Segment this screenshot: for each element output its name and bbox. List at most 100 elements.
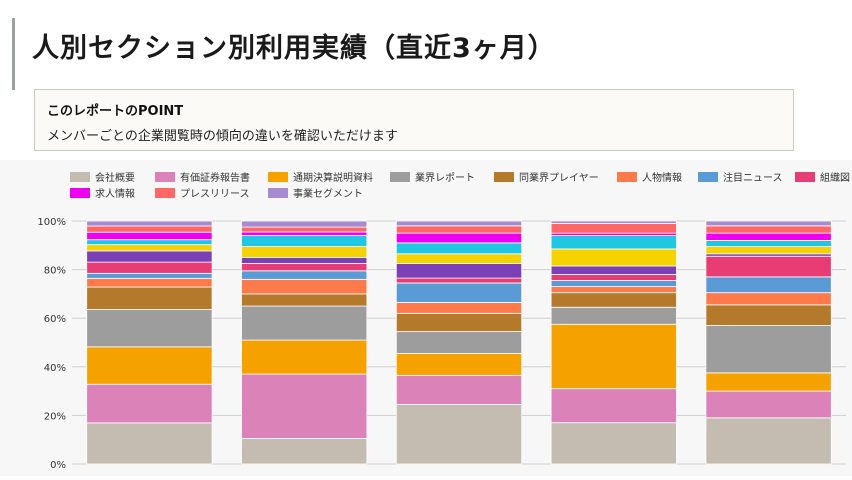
- y-tick-label: 40%: [44, 363, 66, 374]
- bar-segment: [395, 225, 523, 234]
- bar-segment: [86, 220, 213, 227]
- legend-label: 人物情報: [642, 171, 682, 184]
- bar-segment: [395, 331, 523, 354]
- point-heading: このレポートのPOINT: [47, 104, 184, 119]
- bar-segment: [395, 263, 523, 279]
- bar-segment: [86, 272, 213, 279]
- bar-segment: [550, 274, 677, 281]
- bar-segment: [86, 244, 213, 252]
- legend-label: 通期決算説明資料: [293, 171, 373, 184]
- bar-segment: [705, 372, 832, 392]
- bar-segment: [550, 292, 677, 308]
- bar-segment: [241, 231, 368, 236]
- bar-segment: [86, 231, 213, 241]
- bar-segment: [550, 265, 677, 275]
- legend-swatch: [795, 172, 815, 182]
- bar-segment: [241, 305, 368, 341]
- bar-segment: [395, 404, 523, 465]
- legend-swatch: [70, 172, 90, 182]
- bar-segment: [395, 282, 523, 303]
- bar-segment: [550, 280, 677, 288]
- legend-label: 同業界プレイヤー: [519, 171, 599, 184]
- chart-legend: 会社概要 有価証券報告書 通期決算説明資料 業界レポート 同業界プレイヤー 人物情報 注目ニ…: [70, 171, 850, 200]
- legend-swatch: [268, 188, 288, 198]
- y-tick-label: 100%: [37, 217, 66, 228]
- bar-segment: [241, 278, 368, 295]
- legend-label: 会社概要: [95, 171, 135, 184]
- bar-segment: [550, 223, 677, 234]
- bar-segment: [705, 220, 832, 227]
- bar-segment: [86, 309, 213, 348]
- bar-segment: [705, 255, 832, 278]
- bar-segment: [241, 220, 368, 228]
- bar-segment: [705, 246, 832, 255]
- legend-swatch: [155, 188, 175, 198]
- legend-swatch: [390, 172, 410, 182]
- legend-label: 組織図: [820, 171, 850, 184]
- bar-segment: [241, 373, 368, 439]
- bar-segment: [241, 263, 368, 272]
- bar-segment: [550, 323, 677, 390]
- bar-segment: [550, 388, 677, 424]
- y-axis: 0% 20% 40% 60% 80% 100%: [37, 217, 66, 471]
- legend-label: プレスリリース: [180, 188, 250, 200]
- y-tick-label: 0%: [50, 460, 66, 471]
- bar-segment: [86, 422, 213, 465]
- bar-segment: [395, 353, 523, 376]
- chart-bars: [86, 220, 832, 465]
- legend-swatch: [268, 172, 288, 182]
- bar-segment: [550, 220, 677, 224]
- bar-segment: [86, 250, 213, 263]
- bar-segment: [550, 306, 677, 325]
- title-accent-bar: [12, 18, 15, 90]
- bar-segment: [705, 304, 832, 326]
- bar-segment: [705, 240, 832, 247]
- bar-segment: [86, 346, 213, 385]
- bar-segment: [241, 270, 368, 280]
- bar-segment: [395, 374, 523, 405]
- bar-segment: [550, 422, 677, 465]
- legend-swatch: [155, 172, 175, 182]
- bar-segment: [86, 383, 213, 424]
- bar-segment: [86, 239, 213, 246]
- bar-segment: [395, 312, 523, 332]
- bar-segment: [550, 235, 677, 250]
- bar-segment: [395, 220, 523, 227]
- y-tick-label: 20%: [44, 411, 66, 422]
- bar-segment: [241, 339, 368, 375]
- legend-label: 業界レポート: [415, 171, 475, 184]
- legend-swatch: [698, 172, 718, 182]
- point-description: メンバーごとの企業閲覧時の傾向の違いを確認いただけます: [47, 129, 398, 144]
- legend-label: 注目ニュース: [723, 171, 783, 184]
- legend-label: 有価証券報告書: [180, 171, 250, 184]
- page-title: 人別セクション別利用実績（直近3ヶ月）: [32, 33, 556, 64]
- bar-segment: [241, 226, 368, 233]
- bar-segment: [395, 253, 523, 264]
- bar-segment: [395, 277, 523, 284]
- y-tick-label: 80%: [44, 266, 66, 277]
- bar-segment: [241, 438, 368, 465]
- point-box: このレポートのPOINT メンバーごとの企業閲覧時の傾向の違いを確認いただけます: [34, 89, 794, 151]
- bar-segment: [550, 286, 677, 294]
- bar-segment: [705, 276, 832, 294]
- chart-area: 会社概要 有価証券報告書 通期決算説明資料 業界レポート 同業界プレイヤー 人物情報 注目ニ…: [0, 160, 852, 476]
- bar-segment: [395, 302, 523, 314]
- legend-label: 求人情報: [95, 187, 135, 200]
- stacked-bar-chart: 会社概要 有価証券報告書 通期決算説明資料 業界レポート 同業界プレイヤー 人物情報 注目ニ…: [37, 171, 850, 471]
- legend-swatch: [70, 188, 90, 198]
- bar-segment: [86, 261, 213, 274]
- bar-segment: [86, 225, 213, 233]
- legend-swatch: [494, 172, 514, 182]
- bar-segment: [241, 246, 368, 258]
- bar-segment: [395, 242, 523, 255]
- legend-swatch: [617, 172, 637, 182]
- bar-segment: [705, 232, 832, 241]
- bar-segment: [705, 417, 832, 465]
- legend-label: 事業セグメント: [293, 187, 363, 200]
- bar-segment: [86, 277, 213, 288]
- bar-segment: [705, 325, 832, 374]
- bar-segment: [550, 248, 677, 267]
- bar-segment: [395, 232, 523, 244]
- bar-segment: [241, 235, 368, 247]
- y-tick-label: 60%: [44, 314, 66, 325]
